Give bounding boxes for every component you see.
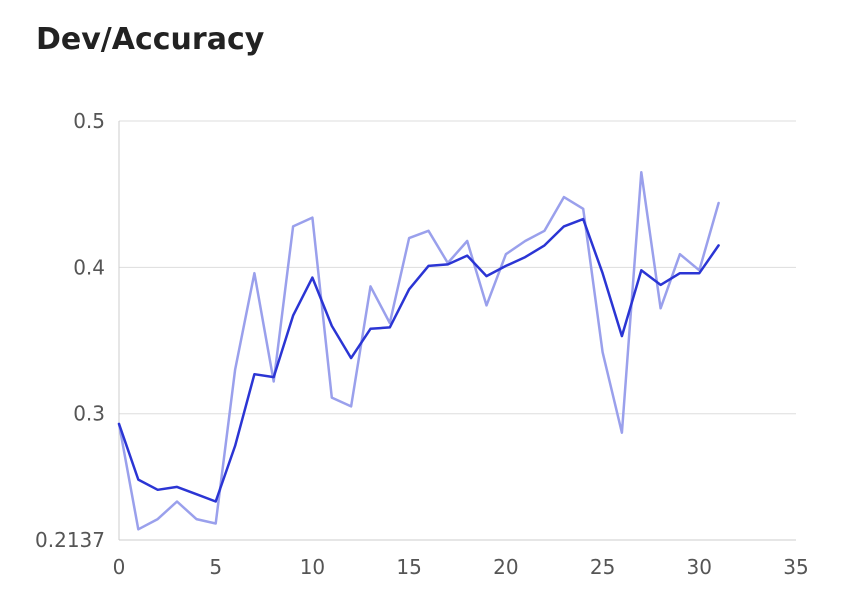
y-tick-label: 0.2137	[35, 528, 105, 552]
axis-layer	[118, 121, 796, 541]
y-tick-label: 0.5	[73, 109, 105, 133]
x-tick-label: 0	[113, 555, 126, 579]
x-tick-label: 25	[590, 555, 615, 579]
x-tick-label: 35	[783, 555, 808, 579]
tick-labels: 0.2137 0.3 0.4 0.5 0 5 10 15 20 25 30 35	[35, 109, 809, 579]
x-tick-label: 20	[493, 555, 518, 579]
x-tick-label: 30	[687, 555, 712, 579]
x-tick-label: 5	[209, 555, 222, 579]
grid-layer	[119, 120, 796, 415]
series-smoothed-line	[117, 217, 720, 503]
x-tick-label: 10	[300, 555, 325, 579]
y-tick-label: 0.4	[73, 255, 105, 279]
chart-title: Dev/Accuracy	[36, 22, 265, 57]
series-layer	[117, 170, 720, 531]
series-raw-line	[117, 170, 720, 531]
y-tick-label: 0.3	[73, 402, 105, 426]
x-tick-label: 15	[396, 555, 421, 579]
